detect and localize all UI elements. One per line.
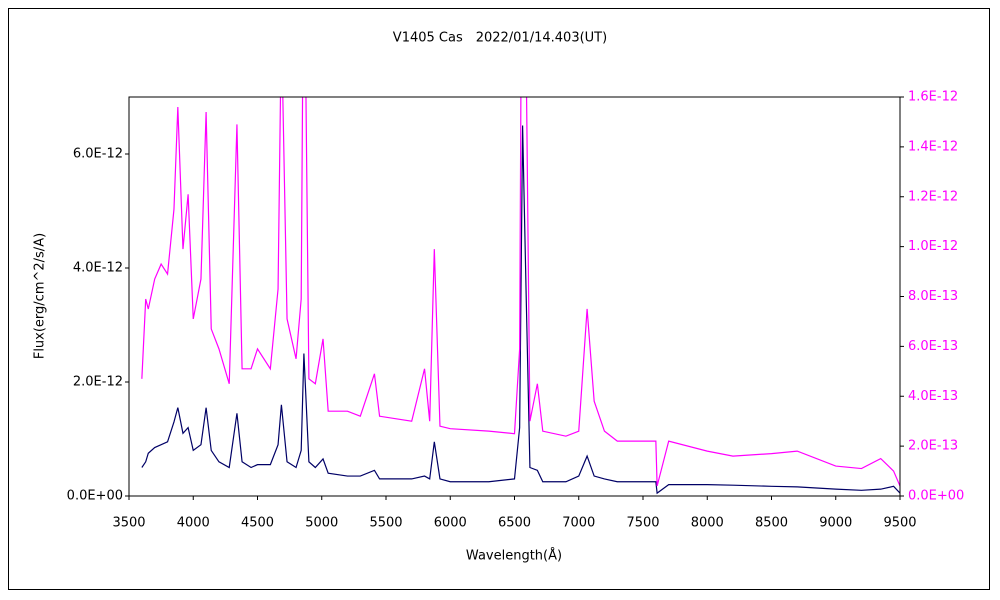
x-tick-label: 4000: [177, 516, 210, 531]
y2-tick-label: 1.0E-12: [908, 239, 958, 254]
x-tick-label: 7500: [626, 516, 659, 531]
x-tick-label: 6000: [434, 516, 467, 531]
x-tick-label: 4500: [241, 516, 274, 531]
y-tick-label: 6.0E-12: [73, 147, 123, 162]
x-tick-label: 8500: [755, 516, 788, 531]
y-tick-label: 2.0E-12: [73, 375, 123, 390]
y2-tick-label: 1.4E-12: [908, 139, 958, 154]
x-tick-label: 3500: [112, 516, 145, 531]
y-tick-label: 0.0E+00: [67, 489, 123, 504]
y2-tick-label: 4.0E-13: [908, 389, 958, 404]
chart-title: V1405 Cas 2022/01/14.403(UT): [393, 31, 607, 46]
spectrum-line: [141, 125, 900, 495]
x-tick-label: 8000: [691, 516, 724, 531]
y-axis-label: Flux(erg/cm^2/s/A): [33, 233, 48, 359]
y2-tick-label: 8.0E-13: [908, 289, 958, 304]
y2-tick-label: 1.6E-12: [908, 90, 958, 105]
plot-lines: [141, 97, 900, 495]
x-axis-label: Wavelength(Å): [466, 548, 562, 564]
x-tick-label: 9500: [883, 516, 916, 531]
y2-tick-label: 1.2E-12: [908, 189, 958, 204]
x-tick-label: 9000: [819, 516, 852, 531]
y2-tick-label: 0.0E+00: [908, 489, 964, 504]
x-tick-label: 6500: [498, 516, 531, 531]
y-tick-label: 4.0E-12: [73, 261, 123, 276]
chart-frame: [8, 8, 990, 590]
spectrum-line: [141, 97, 900, 487]
x-tick-label: 7000: [562, 516, 595, 531]
x-tick-label: 5000: [305, 516, 338, 531]
x-tick-label: 5500: [369, 516, 402, 531]
y2-tick-label: 6.0E-13: [908, 339, 958, 354]
y2-tick-label: 2.0E-13: [908, 439, 958, 454]
